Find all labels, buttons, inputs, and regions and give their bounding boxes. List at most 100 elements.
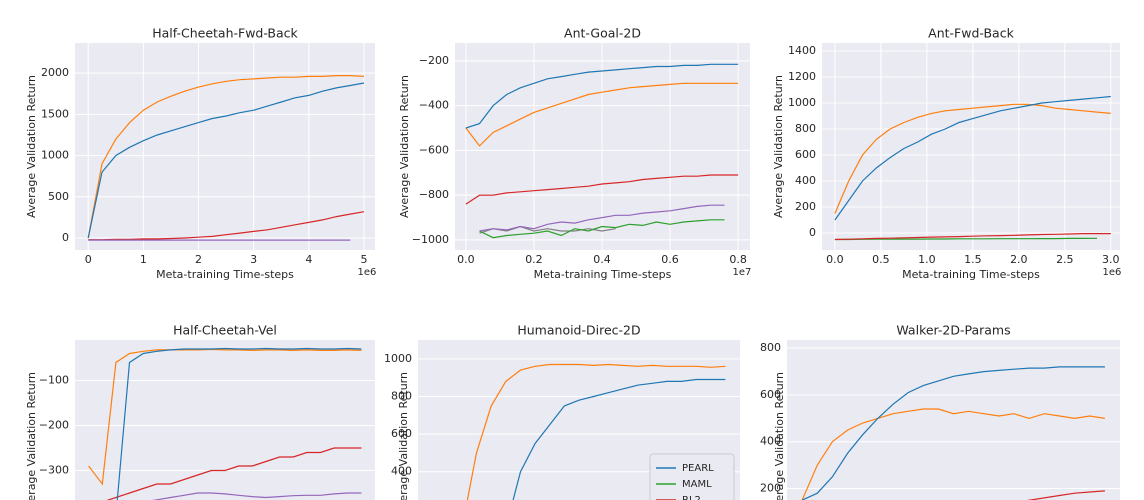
legend-label: MAML [682,479,712,490]
plot-background [75,43,375,250]
series-group [466,363,726,500]
x-tick-label: 4 [305,253,312,266]
y-tick-label: −200 [419,54,449,67]
y-tick-label: 1000 [384,352,412,365]
y-axis-label: Average Validation Return [773,372,786,500]
y-tick-label: 1000 [41,149,69,162]
series-line [801,408,1105,500]
y-axis-label: Average Validation Return [397,372,410,500]
x-tick-label: 0.5 [872,253,890,266]
x-offset-label: 1e6 [1103,267,1122,278]
y-tick-label: 400 [795,174,816,187]
plot-background [822,43,1120,250]
x-axis-label: Meta-training Time-steps [156,268,294,281]
y-tick-label: 800 [795,122,816,135]
x-axis-label: Meta-training Time-steps [534,268,672,281]
x-tick-label: 0.4 [593,253,611,266]
x-offset-label: 1e7 [733,267,752,278]
series-group [88,347,362,500]
x-tick-label: 2.0 [1010,253,1028,266]
y-tick-label: 600 [760,388,781,401]
series-line [465,63,739,129]
y-tick-label: 400 [760,435,781,448]
y-tick-label: 800 [760,341,781,354]
legend-box [649,453,735,500]
x-tick-label: 1.0 [918,253,936,266]
series-line [465,174,739,205]
series-line [106,447,362,500]
y-tick-label: −400 [419,99,449,112]
series-group [87,75,365,241]
y-tick-label: 500 [48,190,69,203]
series-line [834,103,1111,214]
y-tick-label: 2000 [41,66,69,79]
series-group [465,63,739,239]
x-tick-label: 0.0 [457,253,475,266]
x-tick-label: 1 [140,253,147,266]
series-line [479,204,725,232]
y-axis-label: Average Validation Return [398,75,411,218]
series-line [479,219,725,239]
series-line [834,233,1111,241]
series-line [801,366,1105,500]
y-tick-label: 200 [795,200,816,213]
y-tick-label: −200 [39,419,69,432]
series-line [834,95,1111,221]
series-line [834,237,1098,241]
chart-title: Ant-Fwd-Back [928,26,1014,41]
legend-label: PEARL [682,463,714,474]
x-axis-label: Meta-training Time-steps [902,268,1040,281]
chart-title: Ant-Goal-2D [564,26,641,41]
chart-title: Half-Cheetah-Fwd-Back [152,26,298,41]
y-tick-label: −100 [39,374,69,387]
y-tick-label: −1000 [412,233,449,246]
x-tick-label: 3 [250,253,257,266]
y-tick-label: 600 [391,427,412,440]
y-tick-label: 0 [62,231,69,244]
chart-title: Walker-2D-Params [896,323,1010,338]
y-tick-label: −600 [419,143,449,156]
x-tick-label: 0.8 [729,253,747,266]
y-axis-label: Average Validation Return [25,75,38,218]
x-offset-label: 1e6 [358,267,377,278]
x-tick-label: 5 [360,253,367,266]
series-line [88,348,362,486]
plot-background [75,340,375,500]
y-tick-label: 0 [809,226,816,239]
series-line [466,363,726,500]
y-tick-label: 400 [391,465,412,478]
y-tick-label: 200 [760,482,781,495]
x-tick-label: 2 [195,253,202,266]
y-tick-label: 1400 [788,44,816,57]
series-line [1026,490,1105,500]
x-tick-label: 0.2 [525,253,543,266]
series-line [151,492,362,500]
plot-background [787,340,1120,500]
y-axis-label: Average Validation Return [25,372,38,500]
chart-title: Half-Cheetah-Vel [173,323,277,338]
series-line [87,82,365,239]
series-line [116,347,362,500]
series-line [88,211,365,241]
legend-label: RL2 [682,495,701,500]
series-line [87,75,365,239]
y-tick-label: 600 [795,148,816,161]
y-tick-label: 1500 [41,107,69,120]
y-axis-label: Average Validation Return [772,75,785,218]
x-tick-label: 0 [85,253,92,266]
y-tick-label: −800 [419,188,449,201]
x-tick-label: 2.5 [1056,253,1074,266]
x-tick-label: 0.6 [661,253,679,266]
y-tick-label: 1200 [788,70,816,83]
x-tick-label: 1.5 [964,253,982,266]
y-tick-label: 1000 [788,96,816,109]
series-group [801,366,1105,500]
chart-title: Humanoid-Direc-2D [517,323,640,338]
series-line [465,82,739,147]
x-tick-label: 3.0 [1102,253,1120,266]
y-tick-label: −300 [39,464,69,477]
series-group [834,95,1111,241]
plot-background [455,43,750,250]
y-tick-label: 800 [391,389,412,402]
